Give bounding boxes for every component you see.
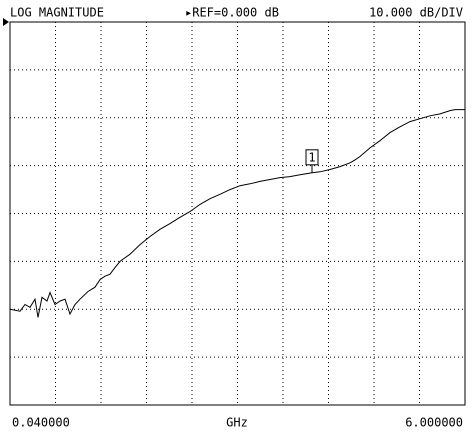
reference-level: ▸REF=0.000 dB: [185, 6, 279, 20]
marker-box: [305, 149, 319, 166]
x-axis-label: GHz: [226, 416, 248, 430]
scale-label: 10.000 dB/DIV: [369, 6, 463, 20]
trace: [9, 109, 465, 318]
reference-pointer: [3, 18, 9, 26]
marker-label: 1: [308, 150, 315, 164]
x-tick-label: 0.040000: [12, 416, 70, 430]
chart-title: LOG MAGNITUDE: [10, 6, 104, 20]
x-tick-label: 6.000000: [405, 416, 463, 430]
